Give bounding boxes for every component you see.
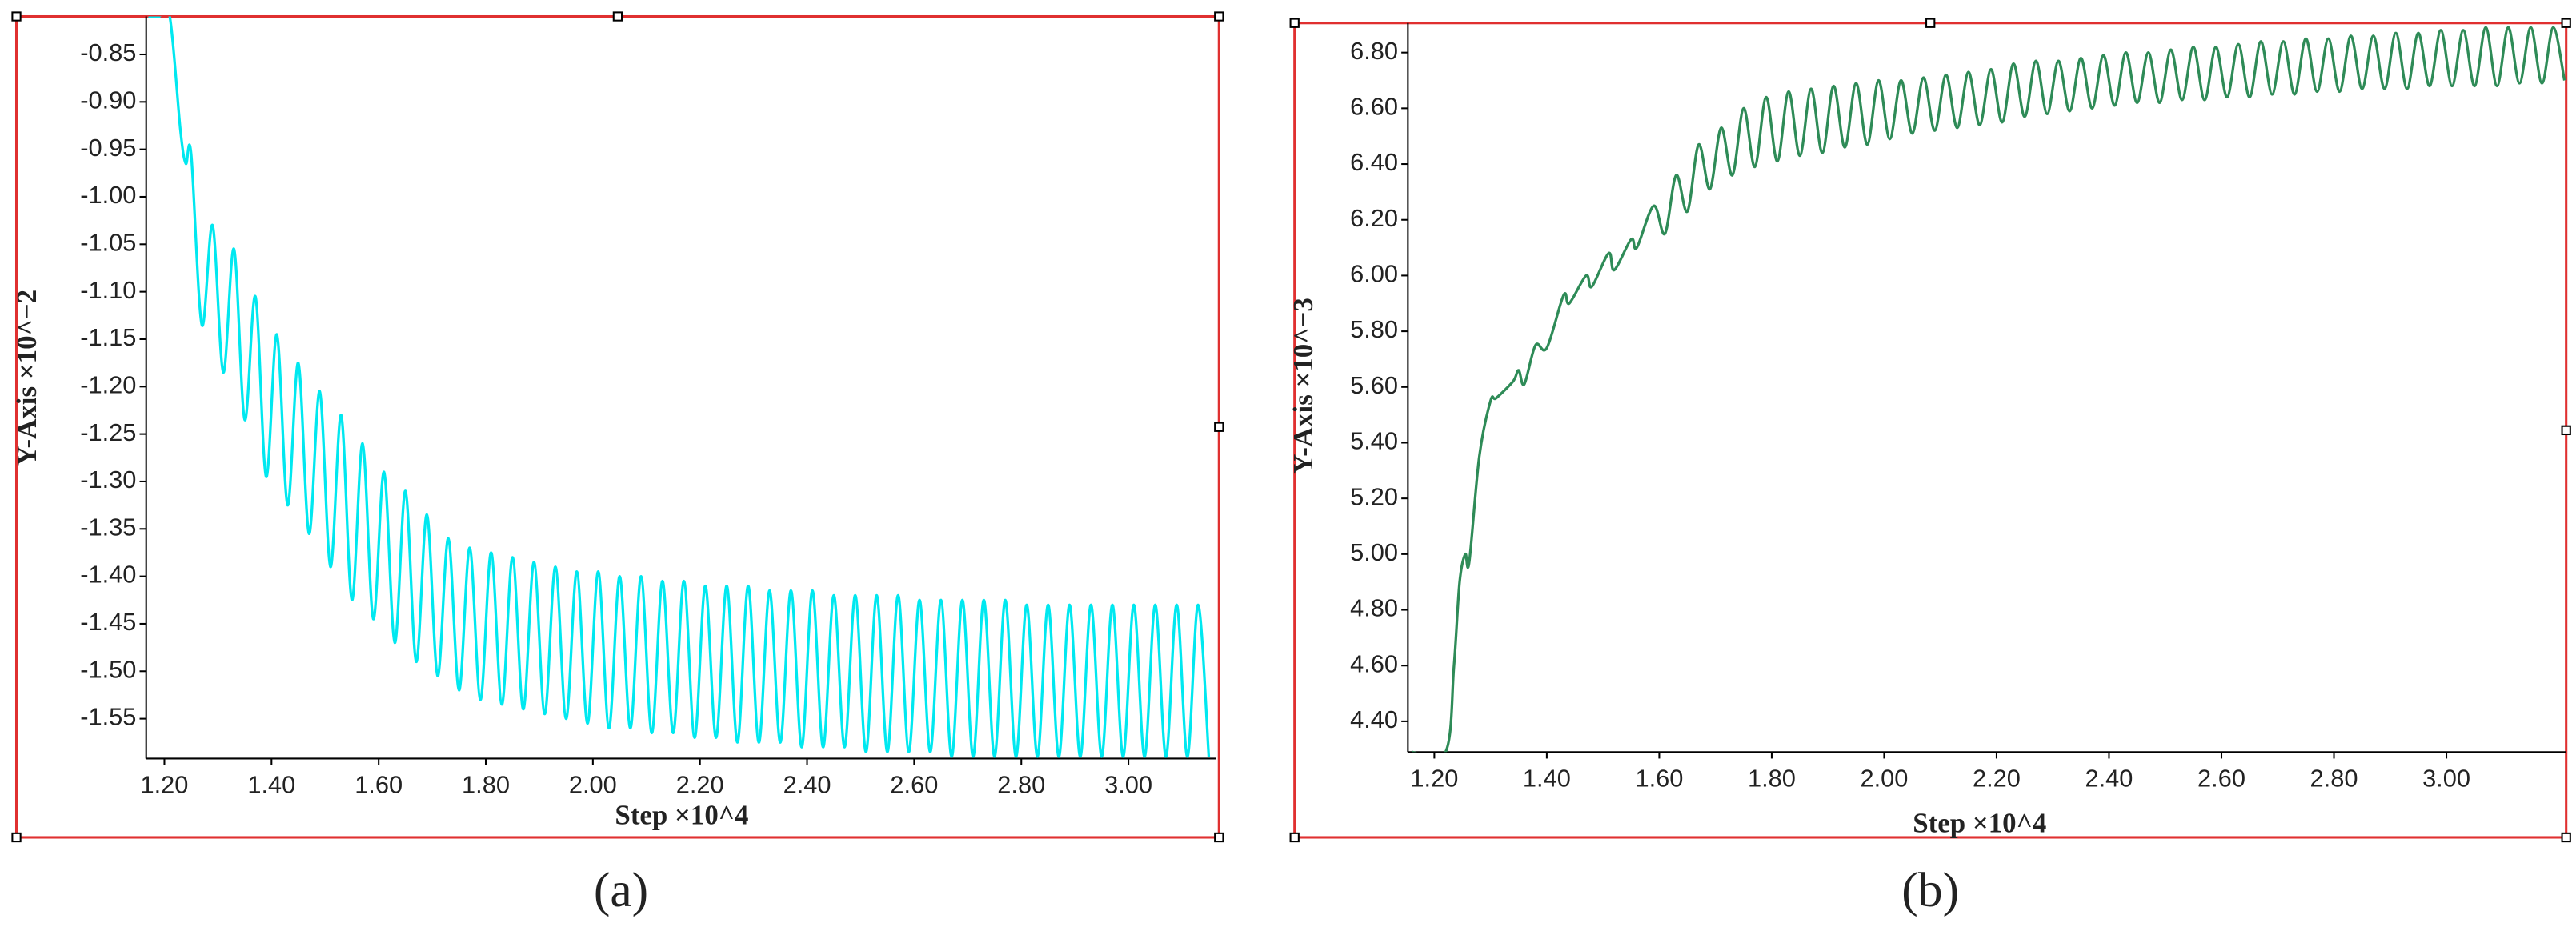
resize-handle: [1289, 18, 1300, 28]
x-tick-label: 3.00: [2422, 764, 2470, 792]
x-tick-label: 2.00: [1860, 764, 1908, 792]
plot-frame: [1293, 22, 2568, 839]
y-tick-label: 5.20: [1350, 482, 1398, 510]
data-line: [1412, 26, 2566, 753]
x-tick-label: 1.40: [247, 770, 295, 798]
y-tick-label: -1.15: [80, 323, 136, 351]
y-tick-label: -1.20: [80, 370, 136, 398]
x-tick-label: 2.80: [997, 770, 1045, 798]
y-tick-label: -1.25: [80, 418, 136, 446]
y-tick-label: -1.05: [80, 228, 136, 256]
subfigure-caption: (a): [594, 863, 648, 917]
y-tick-label: -1.30: [80, 466, 136, 493]
y-tick-label: 6.00: [1350, 260, 1398, 288]
x-tick-label: 1.80: [462, 770, 510, 798]
y-tick-label: -1.00: [80, 181, 136, 209]
y-tick-label: 4.60: [1350, 649, 1398, 677]
subfigure-caption: (b): [1901, 863, 1959, 917]
resize-handle: [1214, 832, 1224, 843]
x-tick-label: 2.60: [890, 770, 938, 798]
y-tick-label: 6.80: [1350, 37, 1398, 65]
y-tick-label: 5.00: [1350, 538, 1398, 566]
y-tick-label: -0.90: [80, 86, 136, 114]
x-tick-label: 1.80: [1748, 764, 1796, 792]
resize-handle: [2561, 18, 2571, 28]
data-line: [148, 16, 1211, 758]
y-tick-label: -1.45: [80, 608, 136, 636]
y-tick-label: 6.40: [1350, 148, 1398, 176]
x-tick-label: 1.40: [1523, 764, 1571, 792]
resize-handle: [2561, 832, 2571, 843]
resize-handle: [1214, 11, 1224, 22]
y-tick-label: 6.20: [1350, 204, 1398, 232]
y-tick-label: -1.55: [80, 703, 136, 731]
resize-handle: [1214, 422, 1224, 432]
x-axis-title: Step ×10^4: [615, 799, 748, 830]
x-tick-label: 2.20: [1973, 764, 2021, 792]
x-tick-label: 2.40: [2085, 764, 2133, 792]
y-tick-label: -0.95: [80, 134, 136, 162]
y-tick-label: 4.40: [1350, 705, 1398, 733]
y-tick-label: -1.50: [80, 655, 136, 683]
x-tick-label: 1.60: [355, 770, 403, 798]
y-tick-label: -1.10: [80, 276, 136, 304]
x-tick-label: 1.60: [1635, 764, 1683, 792]
x-tick-label: 1.20: [141, 770, 189, 798]
y-tick-label: 5.80: [1350, 315, 1398, 343]
y-tick-label: 6.60: [1350, 93, 1398, 121]
x-tick-label: 2.60: [2197, 764, 2245, 792]
x-tick-label: 2.80: [2310, 764, 2358, 792]
y-tick-label: 5.40: [1350, 427, 1398, 455]
resize-handle: [1289, 832, 1300, 843]
y-tick-label: 4.80: [1350, 594, 1398, 622]
resize-handle: [11, 832, 22, 843]
y-tick-label: 5.60: [1350, 371, 1398, 399]
x-tick-label: 2.40: [783, 770, 831, 798]
x-tick-label: 1.20: [1410, 764, 1458, 792]
y-tick-label: -1.40: [80, 561, 136, 589]
x-tick-label: 2.00: [569, 770, 617, 798]
y-tick-label: -1.35: [80, 513, 136, 541]
x-tick-label: 3.00: [1104, 770, 1152, 798]
resize-handle: [11, 11, 22, 22]
resize-handle: [1925, 18, 1936, 28]
resize-handle: [612, 11, 623, 22]
x-tick-label: 2.20: [676, 770, 724, 798]
y-axis-title: Y-Axis ×10^−2: [11, 290, 42, 466]
y-axis-title: Y-Axis ×10^−3: [1288, 298, 1319, 474]
plot-frame: [14, 14, 1220, 839]
resize-handle: [2561, 425, 2571, 436]
y-tick-label: -0.85: [80, 38, 136, 66]
x-axis-title: Step ×10^4: [1913, 808, 2046, 839]
